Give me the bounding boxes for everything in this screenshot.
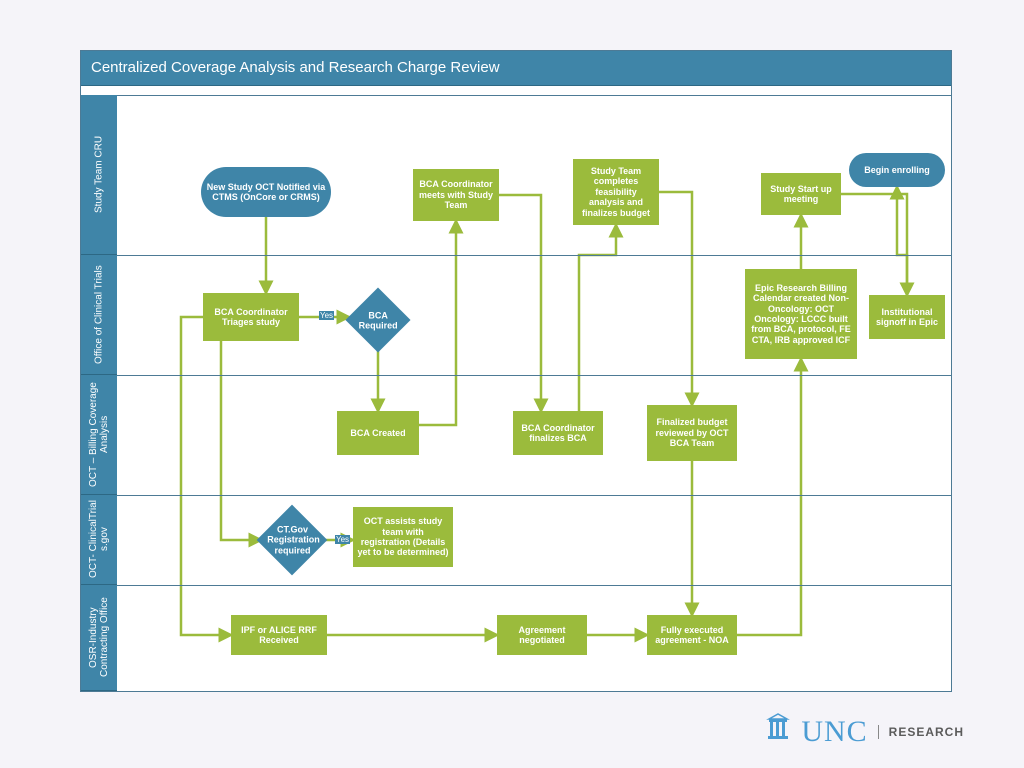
swimlane-frame: Centralized Coverage Analysis and Resear… — [80, 50, 952, 692]
flow-node: Study Start up meeting — [761, 173, 841, 215]
flow-node: BCA Coordinator meets with Study Team — [413, 169, 499, 221]
lane-label: OCT – Billing Coverage Analysis — [81, 375, 117, 495]
flow-node: BCA Created — [337, 411, 419, 455]
lane-body — [117, 495, 951, 585]
flow-node: BCA Coordinator finalizes BCA — [513, 411, 603, 455]
lane-label: Study Team CRU — [81, 95, 117, 255]
lane-label: OSR-Industry Contracting Office — [81, 585, 117, 691]
diagram-title: Centralized Coverage Analysis and Resear… — [81, 51, 951, 86]
flow-node: OCT assists study team with registration… — [353, 507, 453, 567]
edge-label: Yes — [319, 311, 334, 320]
unc-well-icon — [765, 713, 791, 750]
flow-node: New Study OCT Notified via CTMS (OnCore … — [201, 167, 331, 217]
flow-node: IPF or ALICE RRF Received — [231, 615, 327, 655]
flow-node: Agreement negotiated — [497, 615, 587, 655]
lane-label: OCT- ClinicalTrial s.gov — [81, 495, 117, 585]
footer-org: UNC — [801, 715, 867, 749]
lanes-container: Study Team CRUOffice of Clinical TrialsO… — [81, 95, 951, 691]
flow-node: Study Team completes feasibility analysi… — [573, 159, 659, 225]
flow-node: Begin enrolling — [849, 153, 945, 187]
footer-logo: UNC RESEARCH — [765, 713, 964, 750]
edge-label: Yes — [335, 535, 350, 544]
flow-node: Institutional signoff in Epic — [869, 295, 945, 339]
flow-node: Fully executed agreement - NOA — [647, 615, 737, 655]
footer-unit: RESEARCH — [878, 725, 964, 739]
flow-node: Epic Research Billing Calendar created N… — [745, 269, 857, 359]
flow-node: BCA Coordinator Triages study — [203, 293, 299, 341]
lane-label: Office of Clinical Trials — [81, 255, 117, 375]
flow-node: Finalized budget reviewed by OCT BCA Tea… — [647, 405, 737, 461]
